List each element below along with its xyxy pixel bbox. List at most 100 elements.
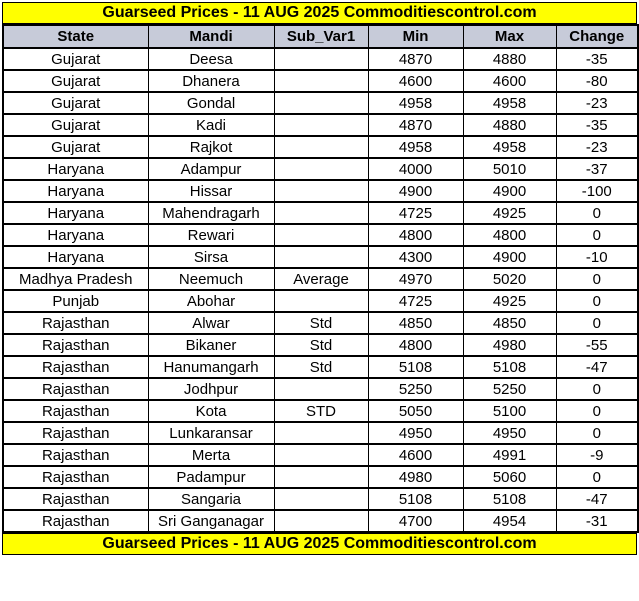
cell-sub-var1 <box>273 69 369 93</box>
cell-mandi: Deesa <box>147 47 275 71</box>
cell-sub-var1 <box>273 179 369 203</box>
table-row: Gujarat Deesa 4870 4880 -35 <box>2 47 639 71</box>
cell-min: 4800 <box>367 333 464 357</box>
cell-min: 4725 <box>367 289 464 313</box>
table-row: Rajasthan Lunkaransar 4950 4950 0 <box>2 421 639 445</box>
table-row: Rajasthan Jodhpur 5250 5250 0 <box>2 377 639 401</box>
cell-mandi: Gondal <box>147 91 275 115</box>
cell-mandi: Hissar <box>147 179 275 203</box>
cell-sub-var1 <box>273 465 369 489</box>
cell-mandi: Hanumangarh <box>147 355 275 379</box>
cell-mandi: Sri Ganganagar <box>147 509 275 533</box>
cell-change: -47 <box>555 355 639 379</box>
cell-state: Haryana <box>2 179 149 203</box>
cell-state: Gujarat <box>2 113 149 137</box>
cell-max: 5108 <box>462 487 557 511</box>
cell-change: 0 <box>555 377 639 401</box>
cell-mandi: Merta <box>147 443 275 467</box>
cell-change: -35 <box>555 47 639 71</box>
cell-mandi: Sirsa <box>147 245 275 269</box>
table-row: Rajasthan Sri Ganganagar 4700 4954 -31 <box>2 509 639 533</box>
cell-state: Rajasthan <box>2 311 149 335</box>
table-row: Haryana Rewari 4800 4800 0 <box>2 223 639 247</box>
cell-mandi: Bikaner <box>147 333 275 357</box>
cell-change: -23 <box>555 91 639 115</box>
table-row: Haryana Mahendragarh 4725 4925 0 <box>2 201 639 225</box>
column-header-sub-var1: Sub_Var1 <box>273 24 369 49</box>
cell-sub-var1 <box>273 509 369 533</box>
cell-sub-var1: Std <box>273 333 369 357</box>
cell-state: Gujarat <box>2 91 149 115</box>
cell-state: Rajasthan <box>2 421 149 445</box>
cell-min: 4958 <box>367 91 464 115</box>
cell-mandi: Kadi <box>147 113 275 137</box>
title-banner: Guarseed Prices - 11 AUG 2025 Commoditie… <box>2 2 637 24</box>
cell-mandi: Padampur <box>147 465 275 489</box>
cell-max: 5108 <box>462 355 557 379</box>
column-header-change: Change <box>555 24 639 49</box>
table-row: Rajasthan Merta 4600 4991 -9 <box>2 443 639 467</box>
cell-max: 4850 <box>462 311 557 335</box>
cell-state: Gujarat <box>2 69 149 93</box>
cell-change: -47 <box>555 487 639 511</box>
column-header-min: Min <box>367 24 464 49</box>
cell-sub-var1 <box>273 135 369 159</box>
cell-state: Rajasthan <box>2 355 149 379</box>
table-row: Haryana Sirsa 4300 4900 -10 <box>2 245 639 269</box>
cell-change: 0 <box>555 201 639 225</box>
footer-banner: Guarseed Prices - 11 AUG 2025 Commoditie… <box>2 533 637 555</box>
cell-min: 4600 <box>367 443 464 467</box>
cell-mandi: Kota <box>147 399 275 423</box>
cell-max: 4958 <box>462 135 557 159</box>
cell-max: 4600 <box>462 69 557 93</box>
cell-min: 4600 <box>367 69 464 93</box>
cell-max: 4880 <box>462 47 557 71</box>
cell-max: 4954 <box>462 509 557 533</box>
cell-state: Rajasthan <box>2 377 149 401</box>
prices-table: State Mandi Sub_Var1 Min Max Change Gujarat De… <box>2 24 639 533</box>
cell-change: -9 <box>555 443 639 467</box>
cell-max: 4800 <box>462 223 557 247</box>
cell-state: Haryana <box>2 245 149 269</box>
cell-mandi: Alwar <box>147 311 275 335</box>
cell-sub-var1 <box>273 223 369 247</box>
cell-state: Rajasthan <box>2 443 149 467</box>
cell-sub-var1: Std <box>273 355 369 379</box>
table-row: Rajasthan Bikaner Std 4800 4980 -55 <box>2 333 639 357</box>
cell-max: 5250 <box>462 377 557 401</box>
table-row: Haryana Hissar 4900 4900 -100 <box>2 179 639 203</box>
table-row: Madhya Pradesh Neemuch Average 4970 5020 0 <box>2 267 639 291</box>
cell-sub-var1: Std <box>273 311 369 335</box>
cell-sub-var1 <box>273 113 369 137</box>
cell-change: -55 <box>555 333 639 357</box>
table-row: Rajasthan Alwar Std 4850 4850 0 <box>2 311 639 335</box>
cell-state: Rajasthan <box>2 509 149 533</box>
cell-change: -80 <box>555 69 639 93</box>
table-row: Gujarat Gondal 4958 4958 -23 <box>2 91 639 115</box>
cell-sub-var1 <box>273 201 369 225</box>
cell-mandi: Lunkaransar <box>147 421 275 445</box>
table-row: Gujarat Kadi 4870 4880 -35 <box>2 113 639 137</box>
cell-state: Rajasthan <box>2 333 149 357</box>
cell-min: 4970 <box>367 267 464 291</box>
cell-max: 4925 <box>462 201 557 225</box>
cell-sub-var1 <box>273 421 369 445</box>
cell-min: 4700 <box>367 509 464 533</box>
cell-state: Rajasthan <box>2 465 149 489</box>
cell-max: 5100 <box>462 399 557 423</box>
table-row: Rajasthan Hanumangarh Std 5108 5108 -47 <box>2 355 639 379</box>
cell-change: 0 <box>555 421 639 445</box>
table-row: Punjab Abohar 4725 4925 0 <box>2 289 639 313</box>
table-row: Gujarat Rajkot 4958 4958 -23 <box>2 135 639 159</box>
cell-min: 4800 <box>367 223 464 247</box>
cell-min: 5250 <box>367 377 464 401</box>
table-row: Rajasthan Kota STD 5050 5100 0 <box>2 399 639 423</box>
cell-max: 4958 <box>462 91 557 115</box>
table-row: Rajasthan Padampur 4980 5060 0 <box>2 465 639 489</box>
table-body: Gujarat Deesa 4870 4880 -35 Gujarat Dhanera 460… <box>2 47 639 533</box>
cell-min: 4870 <box>367 113 464 137</box>
cell-min: 4850 <box>367 311 464 335</box>
cell-change: 0 <box>555 289 639 313</box>
cell-state: Haryana <box>2 157 149 181</box>
